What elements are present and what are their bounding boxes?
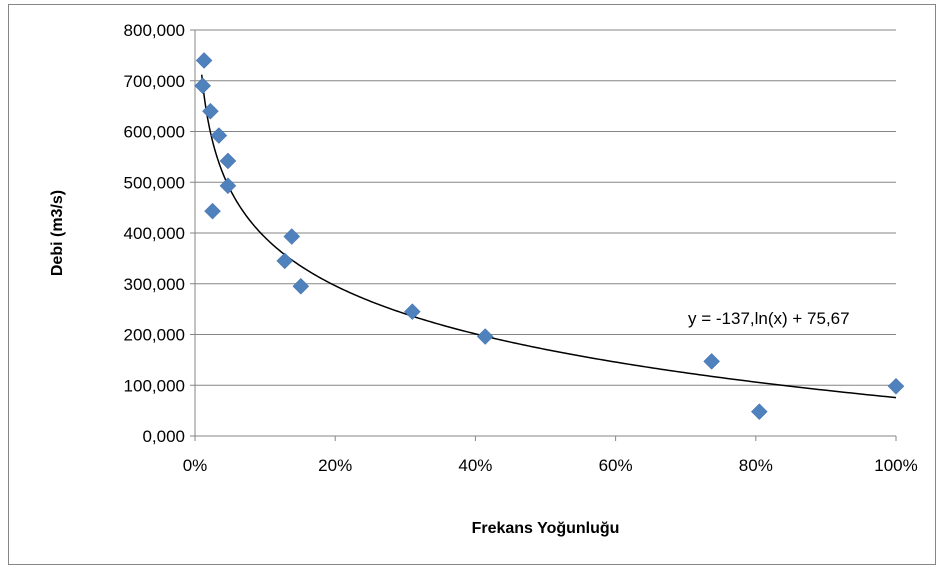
x-tick-label: 0% bbox=[183, 456, 208, 475]
x-tick-label: 40% bbox=[458, 456, 492, 475]
y-tick-label: 0,000 bbox=[142, 427, 185, 446]
trendline-equation: y = -137,ln(x) + 75,67 bbox=[688, 309, 850, 328]
x-tick-label: 20% bbox=[318, 456, 352, 475]
y-tick-label: 200,000 bbox=[124, 326, 185, 345]
data-point-14 bbox=[887, 377, 905, 395]
y-tick-label: 500,000 bbox=[124, 173, 185, 192]
y-axis-title: Debi (m3/s) bbox=[49, 190, 66, 276]
x-tick-label: 80% bbox=[739, 456, 773, 475]
data-point-11 bbox=[476, 328, 494, 345]
data-point-6 bbox=[204, 202, 221, 220]
data-point-10 bbox=[403, 303, 421, 321]
data-point-1 bbox=[194, 77, 212, 95]
y-tick-label: 800,000 bbox=[124, 21, 185, 40]
data-point-12 bbox=[703, 353, 720, 370]
y-tick-label: 300,000 bbox=[124, 275, 185, 294]
data-point-4 bbox=[219, 152, 237, 170]
data-point-5 bbox=[219, 177, 237, 195]
y-tick-label: 700,000 bbox=[124, 72, 185, 91]
data-point-7 bbox=[283, 228, 301, 245]
chart-frame bbox=[8, 4, 936, 565]
x-tick-label: 100% bbox=[874, 456, 917, 475]
y-tick-label: 400,000 bbox=[124, 224, 185, 243]
data-point-9 bbox=[292, 277, 310, 295]
x-axis-title: Frekans Yoğunluğu bbox=[472, 520, 620, 537]
trendline bbox=[200, 74, 897, 399]
data-point-13 bbox=[750, 403, 768, 420]
y-tick-label: 600,000 bbox=[124, 123, 185, 142]
y-tick-label: 100,000 bbox=[124, 376, 185, 395]
data-point-8 bbox=[276, 252, 294, 270]
data-point-0 bbox=[195, 52, 213, 69]
data-point-2 bbox=[202, 102, 219, 120]
x-tick-label: 60% bbox=[599, 456, 633, 475]
data-point-3 bbox=[210, 127, 228, 144]
